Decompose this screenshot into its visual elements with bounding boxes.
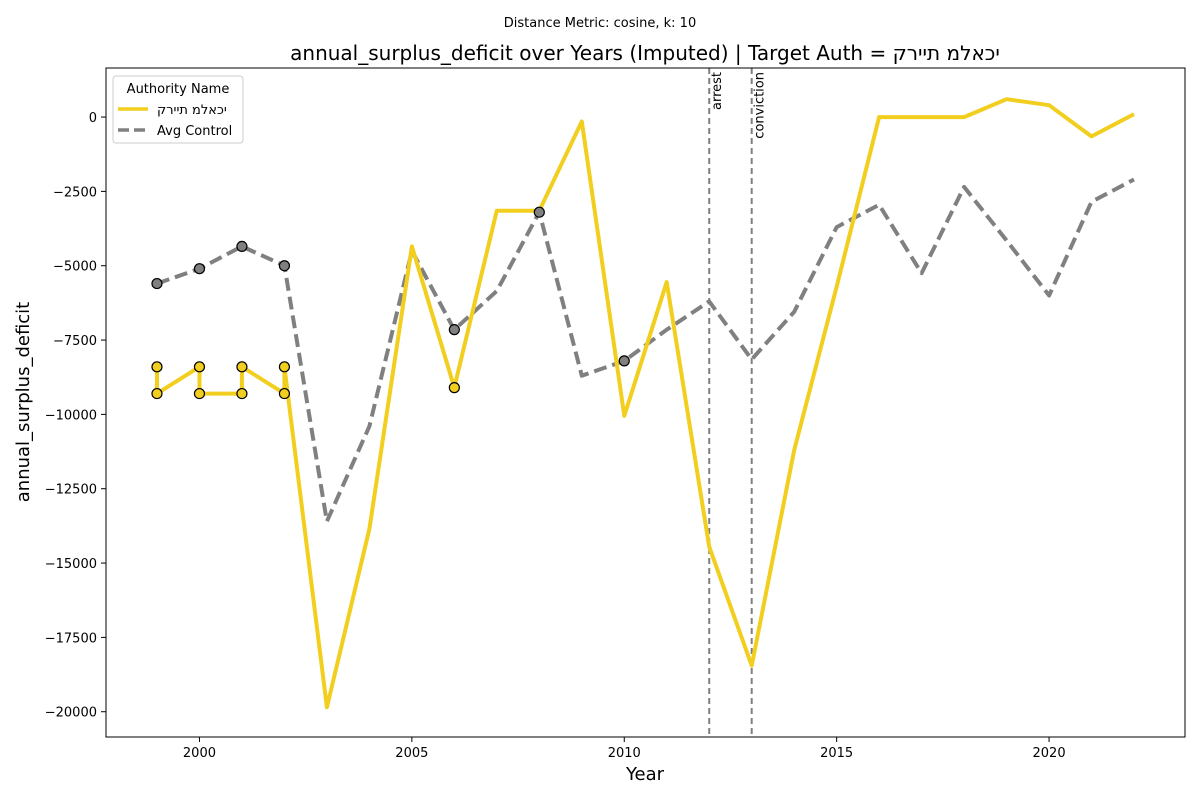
imputed-point-target [193, 387, 206, 400]
x-tick-label: 2005 [395, 746, 428, 761]
imputed-point-control [193, 263, 206, 275]
imputed-point-control [448, 324, 460, 336]
y-tick-label: −10000 [45, 408, 97, 423]
imputed-point-control [278, 260, 291, 272]
plot-area: arrest conviction [151, 68, 1135, 737]
x-tick-label: 2010 [608, 746, 641, 761]
imputed-point-control [533, 206, 545, 218]
x-tick-label: 2015 [820, 746, 853, 761]
imputed-point-target [193, 361, 206, 373]
chart-title: annual_surplus_deficit over Years (Imput… [290, 41, 1000, 65]
imputed-point-target [448, 382, 460, 394]
y-tick-label: −12500 [45, 483, 97, 498]
legend-title: Authority Name [127, 82, 230, 97]
legend-label-control: Avg Control [157, 124, 232, 139]
y-tick-label: −2500 [53, 185, 97, 200]
y-tick-label: 0 [89, 111, 97, 126]
x-tick-label: 2000 [183, 746, 216, 761]
imputed-point-target [236, 361, 248, 373]
x-axis: 2000 2005 2010 2015 2020 [183, 737, 1066, 761]
y-axis-label: annual_surplus_deficit [13, 302, 34, 502]
event-label-conviction: conviction [753, 72, 768, 139]
y-tick-label: −17500 [45, 631, 97, 646]
imputed-point-control [618, 355, 630, 367]
x-axis-label: Year [625, 764, 665, 785]
imputed-point-target [151, 361, 163, 373]
y-tick-label: −5000 [53, 260, 97, 275]
legend: Authority Name יכאלמ תיירק Avg Control [112, 75, 244, 144]
imputed-point-control [236, 240, 248, 252]
legend-label-target: יכאלמ תיירק [157, 103, 227, 118]
event-label-arrest: arrest [710, 72, 725, 110]
series-line-target [155, 97, 1135, 710]
imputed-point-target [278, 361, 291, 373]
y-tick-label: −15000 [45, 557, 97, 572]
x-tick-label: 2020 [1033, 746, 1066, 761]
legend-box [112, 75, 244, 144]
imputed-point-target [151, 387, 163, 400]
y-tick-label: −20000 [45, 706, 97, 721]
plot-frame [105, 67, 1186, 738]
chart-suptitle: Distance Metric: cosine, k: 10 [504, 16, 696, 31]
imputed-point-target [236, 387, 248, 400]
y-tick-label: −7500 [53, 334, 97, 349]
y-axis: 0 −2500 −5000 −7500 −10000 −12500 −15000 −17500… [45, 111, 106, 721]
imputed-point-target [278, 387, 291, 400]
imputed-point-control [151, 277, 163, 290]
